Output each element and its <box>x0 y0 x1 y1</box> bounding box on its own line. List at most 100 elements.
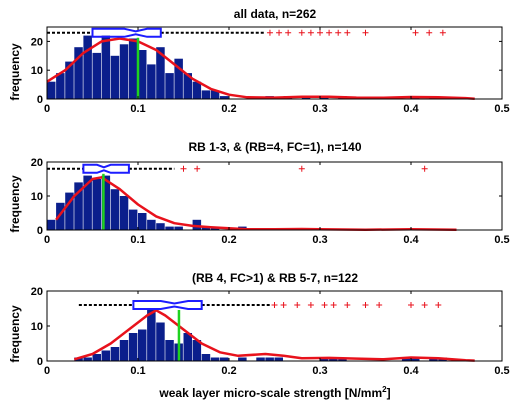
histogram-bar <box>156 322 165 361</box>
histogram-bar <box>219 96 229 99</box>
histogram-bar <box>83 357 92 361</box>
x-tick-label: 0.3 <box>312 103 327 115</box>
histogram-bar <box>128 333 138 361</box>
panel-rb4-7: (RB 4, FC>1) & RB 5-7, n=122 frequency 0… <box>8 271 510 400</box>
histogram-bar <box>56 73 65 99</box>
histogram-bar <box>92 179 101 230</box>
histogram-bar <box>138 329 147 361</box>
outlier-marker <box>298 165 305 172</box>
histogram-bar <box>74 47 83 99</box>
outlier-marker <box>180 165 187 172</box>
histogram-bar <box>256 357 265 361</box>
histogram-bar <box>165 340 174 361</box>
panel-all-data: all data, n=262 frequency 0 0.1 0.2 0.3 0.4 0… <box>8 7 510 115</box>
histogram-bar <box>320 357 329 361</box>
histogram-bar <box>201 226 211 230</box>
panel-title: all data, n=262 <box>234 7 317 21</box>
outlier-marker <box>362 29 369 36</box>
plot-area: 0 0.1 0.2 0.3 0.4 0.5 0 10 20 <box>31 286 510 377</box>
plot-area: 0 0.1 0.2 0.3 0.4 0.5 0 10 20 <box>31 26 510 115</box>
histogram-bar <box>165 226 174 230</box>
panel-title: (RB 4, FC>1) & RB 5-7, n=122 <box>192 271 358 285</box>
y-tick-label: 0 <box>37 356 43 368</box>
outlier-marker <box>408 302 414 308</box>
histogram-bar <box>210 357 220 361</box>
histogram-bar <box>219 357 229 361</box>
histogram-bar <box>147 219 156 230</box>
histogram-bar <box>110 347 120 361</box>
panel-title: RB 1-3, & (RB=4, FC=1), n=140 <box>188 140 361 154</box>
histogram-bar <box>119 340 129 361</box>
x-tick-label: 0.2 <box>221 365 236 377</box>
histogram-bar <box>147 308 156 361</box>
outlier-marker <box>362 302 369 308</box>
histogram-bar <box>174 226 183 230</box>
outlier-marker <box>271 302 278 308</box>
histogram-bar <box>128 38 138 99</box>
y-axis-label: frequency <box>8 43 22 101</box>
outlier-marker <box>266 29 273 36</box>
outlier-marker <box>344 302 351 308</box>
histogram-bar <box>47 219 56 230</box>
histogram-bar <box>138 50 147 99</box>
x-tick-label: 0.4 <box>403 103 419 115</box>
y-tick-label: 0 <box>37 94 43 106</box>
outlier-marker <box>285 29 292 36</box>
histogram-bar <box>238 357 247 361</box>
histogram-bar <box>74 182 83 230</box>
outlier-marker <box>326 29 333 36</box>
x-tick-label: 0.3 <box>312 365 327 377</box>
outlier-marker <box>307 29 314 36</box>
y-tick-label: 20 <box>31 36 43 48</box>
density-curve <box>46 37 475 100</box>
x-tick-label: 0.4 <box>403 234 419 246</box>
histogram-bar <box>401 357 411 361</box>
boxplot-box <box>82 163 130 174</box>
outlier-marker <box>421 302 428 308</box>
x-tick-label: 0.5 <box>494 365 509 377</box>
histogram-bar <box>192 81 202 99</box>
boxplot-box <box>91 27 162 38</box>
x-tick-label: 0.1 <box>130 103 145 115</box>
y-axis-label: frequency <box>8 175 22 233</box>
histogram-bar <box>119 196 129 230</box>
histogram-bar <box>183 73 192 99</box>
x-tick-label: 0.3 <box>312 234 327 246</box>
histogram-bar <box>110 189 120 230</box>
x-tick-label: 0.2 <box>221 103 236 115</box>
density-curve <box>73 309 475 362</box>
histogram-bar <box>210 90 220 99</box>
histogram-bar <box>156 47 165 99</box>
outlier-marker <box>335 29 342 36</box>
x-tick-label: 0 <box>44 103 50 115</box>
x-tick-label: 0 <box>44 234 50 246</box>
histogram-bar <box>101 350 111 361</box>
boxplot-box <box>132 300 203 310</box>
panel-rb1-3: RB 1-3, & (RB=4, FC=1), n=140 frequency … <box>8 140 510 246</box>
outlier-marker <box>280 302 287 308</box>
histogram-bar <box>56 202 65 230</box>
outlier-marker <box>321 302 328 308</box>
x-tick-label: 0.5 <box>494 103 509 115</box>
y-tick-label: 10 <box>31 321 43 333</box>
x-axis-label: weak layer micro-scale strength [N/mm2] <box>158 385 390 400</box>
histogram-bar <box>92 354 101 361</box>
histogram-bar <box>201 90 211 99</box>
histogram-bar <box>65 192 74 230</box>
axes-frame <box>46 26 503 100</box>
histogram-bar <box>101 35 111 99</box>
histogram-bar <box>274 357 283 361</box>
x-tick-label: 0.2 <box>221 234 236 246</box>
histogram-bar <box>92 52 101 99</box>
outlier-marker <box>298 29 305 36</box>
outlier-marker <box>439 29 446 36</box>
outlier-marker <box>412 29 419 36</box>
density-curve <box>55 176 457 231</box>
x-tick-label: 0 <box>44 365 50 377</box>
histogram-bar <box>183 333 192 361</box>
histogram-bar <box>83 175 92 230</box>
histogram-bar <box>156 223 165 230</box>
histogram-bar <box>201 354 211 361</box>
outlier-marker <box>330 302 337 308</box>
